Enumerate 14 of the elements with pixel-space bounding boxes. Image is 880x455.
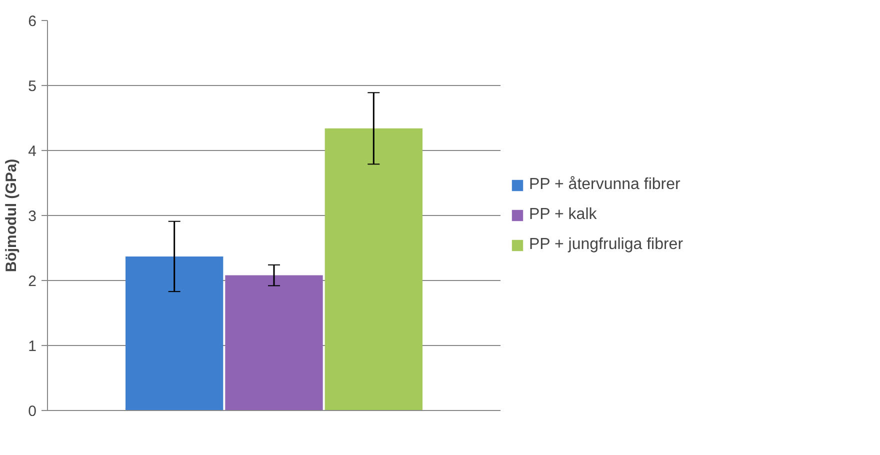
y-axis-title: Böjmodul (GPa) [3, 158, 20, 272]
y-tick-label: 3 [28, 208, 36, 225]
bar [324, 128, 422, 410]
legend-label: PP + jungfruliga fibrer [529, 236, 684, 254]
y-tick-label: 1 [28, 338, 36, 355]
y-tick-label: 4 [28, 143, 36, 160]
legend-label: PP + återvunna fibrer [529, 176, 680, 194]
y-tick-label: 0 [28, 403, 36, 420]
bar [126, 256, 224, 410]
y-tick-label: 2 [28, 273, 36, 290]
y-tick-label: 5 [28, 78, 36, 95]
bar [225, 275, 323, 410]
y-tick-label: 6 [28, 13, 36, 30]
legend-label: PP + kalk [529, 206, 597, 224]
